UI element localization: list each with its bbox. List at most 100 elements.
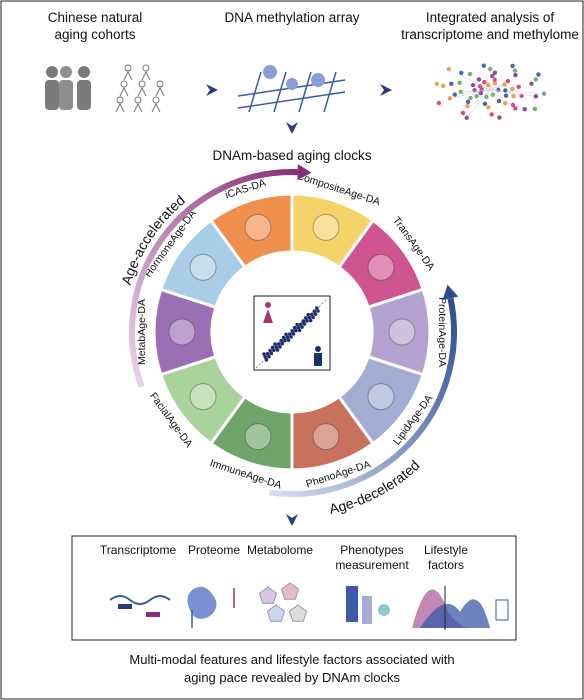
network-node [503,101,508,106]
arrow-head [297,164,312,181]
network-node [447,96,453,101]
network-node [503,93,509,98]
plot-dot [303,316,308,320]
network-node [533,77,538,82]
person-icon [314,353,322,366]
plot-dot [262,352,266,356]
plot-dot [308,318,313,323]
plot-dot [301,319,306,323]
person-body [59,80,73,110]
network-node [512,68,518,73]
small-person [152,96,160,104]
gene [146,612,160,617]
plot-dot [286,338,291,342]
plot-dot [276,342,281,346]
network-node [479,87,484,92]
dna [109,595,171,605]
network-node [505,78,511,84]
step-label: DNA methylation array [224,10,359,25]
network-node [532,106,538,112]
flow-arrow [206,84,218,96]
network-node [510,86,515,92]
small-person [115,102,125,113]
clocks-title: DNAm-based aging clocks [212,148,371,163]
network-node [516,84,521,90]
phenotype-dot [378,604,390,616]
plot-dot [267,354,271,359]
plot-dot [285,335,290,340]
small-person [116,96,124,104]
network-node [464,115,469,120]
plot-dot [307,315,312,320]
plot-dot [295,322,299,327]
footer-text: Multi-modal features and lifestyle facto… [129,652,454,667]
step-label: Integrated analysis of [426,10,555,25]
network-node [459,70,464,75]
network-node [492,77,497,82]
plot-dot [264,358,269,362]
network-node [436,100,442,106]
network-node [468,95,473,101]
decelerated-arrow [269,297,457,497]
plot-dot [313,312,318,316]
plot-dot [310,312,314,317]
network-edge [448,68,491,91]
array-line [248,71,262,113]
segment-label: MetabAge-DA [136,299,148,365]
network-node [449,81,454,87]
network-edge [489,84,505,91]
feature-label: Lifestyle [424,543,468,557]
segment-icon [244,423,272,451]
arrow-head [442,284,459,300]
small-person [138,80,146,88]
segment-icon [388,318,416,346]
network-node [489,112,494,117]
segment-icon [189,383,217,411]
person-body [45,80,59,110]
array-line [323,71,337,113]
network-node [513,106,518,111]
person-head [78,66,90,78]
plot-dot [275,348,280,352]
network-edge [489,89,536,97]
network-node [496,98,502,104]
protein [187,586,217,619]
flow-arrow [286,122,298,134]
density [420,599,490,628]
plot-dot [296,325,301,330]
plot-dot [306,312,310,317]
person-icon [263,309,273,323]
questionnaire [495,599,509,621]
plot-dot [287,332,292,336]
plot-dot [279,338,283,343]
network-node [446,66,452,72]
small-person [155,86,165,97]
phenotype-chart [346,586,358,622]
footer-text: aging pace revealed by DNAm clocks [184,670,401,685]
person-head [60,66,72,78]
feature-label: Metabolome [247,543,313,557]
segment-icon [244,213,272,241]
segment-icon [367,253,395,281]
gene [118,604,132,609]
network-node [533,94,539,99]
feature-label: Transcriptome [100,543,177,557]
small-person [141,70,151,81]
network-node [529,81,534,86]
network-node [484,94,489,99]
feature-label: measurement [335,558,409,572]
step-label: Chinese natural [48,10,143,25]
network-edge [489,89,545,94]
segment-icon [312,423,340,451]
network-node [465,103,470,109]
segment-icon [367,383,395,411]
phenotype-chart [362,596,372,624]
person-body [77,80,91,110]
network-node [536,72,541,77]
plot-dot [316,309,320,313]
array-line [298,71,312,113]
network-node [522,107,527,112]
small-person [137,86,147,97]
network-edge [489,89,500,102]
